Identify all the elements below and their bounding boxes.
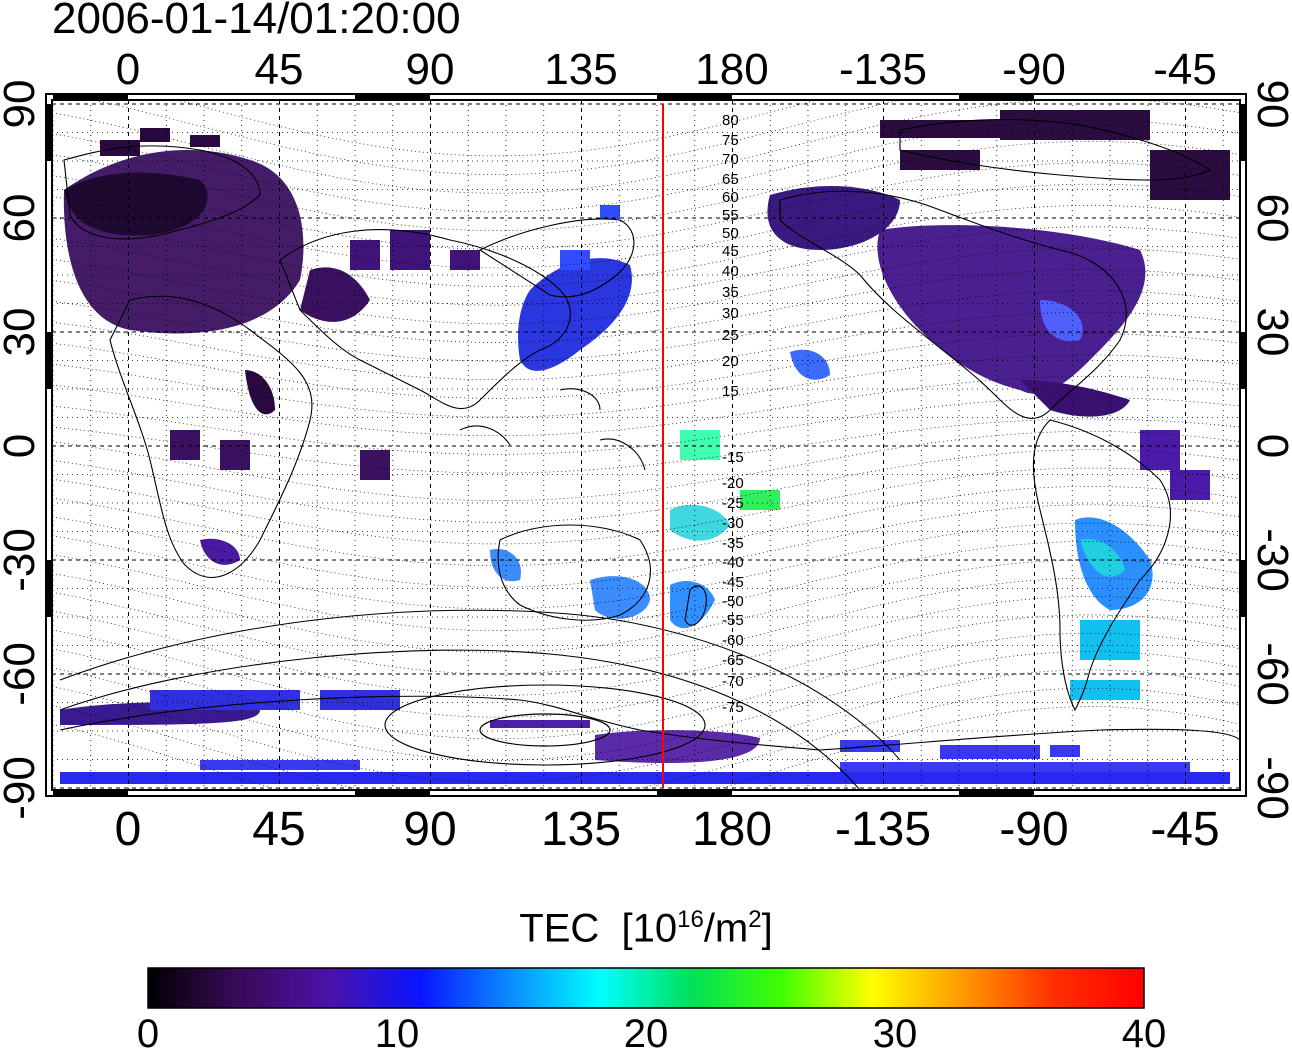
contour-label: 45 bbox=[722, 243, 739, 260]
graticule bbox=[52, 100, 1240, 790]
lon-bottom-label: -90 bbox=[999, 803, 1068, 856]
contour-label: 80 bbox=[722, 112, 739, 129]
colorbar-tick-label: 30 bbox=[872, 1012, 918, 1056]
contour-label: -60 bbox=[722, 632, 744, 649]
lon-bottom-label: 45 bbox=[252, 803, 305, 856]
colorbar-unit-suffix: ] bbox=[761, 906, 773, 951]
lat-left-label: -60 bbox=[0, 642, 44, 706]
lon-top-label: 180 bbox=[695, 45, 768, 94]
lon-top-label: 90 bbox=[406, 45, 455, 94]
lat-right-label: 0 bbox=[1248, 434, 1292, 458]
lon-top-label: -90 bbox=[1002, 45, 1066, 94]
coastlines bbox=[59, 119, 1240, 751]
lat-right-label: -90 bbox=[1248, 756, 1292, 820]
colorbar-quantity: TEC bbox=[519, 906, 600, 951]
contour-label: 50 bbox=[722, 225, 739, 242]
contour-label: 75 bbox=[722, 132, 739, 149]
contour-label: -20 bbox=[722, 475, 744, 492]
lon-bottom-label: 90 bbox=[403, 803, 456, 856]
contour-label: 20 bbox=[722, 353, 739, 370]
lon-top-label: -45 bbox=[1153, 45, 1217, 94]
lat-right-label: 90 bbox=[1248, 80, 1292, 129]
map-inner-border bbox=[51, 99, 1241, 791]
lat-left-label: 0 bbox=[0, 434, 44, 458]
contour-label: 35 bbox=[722, 284, 739, 301]
contour-label: -50 bbox=[722, 593, 744, 610]
colorbar-tick-label: 10 bbox=[374, 1012, 420, 1056]
lon-bottom-label: 135 bbox=[541, 803, 621, 856]
colorbar-tick-label: 0 bbox=[136, 1012, 160, 1056]
lat-right-label: -30 bbox=[1248, 528, 1292, 592]
lat-left-label: 90 bbox=[0, 80, 44, 129]
colorbar-unit-mid: /m bbox=[703, 906, 749, 951]
lat-left-label: -30 bbox=[0, 528, 44, 592]
contour-label: 15 bbox=[722, 383, 739, 400]
tec-data-cells bbox=[60, 110, 1230, 784]
lat-right-label: 60 bbox=[1248, 194, 1292, 243]
contour-label: -40 bbox=[722, 554, 744, 571]
contour-label: -55 bbox=[722, 612, 744, 629]
colorbar-title: TEC [1016/m2] bbox=[0, 906, 1292, 951]
contour-label: 25 bbox=[722, 327, 739, 344]
colorbar-unit-exp2: 2 bbox=[748, 906, 762, 933]
colorbar bbox=[147, 967, 1145, 1009]
lon-bottom-label: -135 bbox=[835, 803, 931, 856]
contour-label: 60 bbox=[722, 189, 739, 206]
contour-label: -25 bbox=[722, 495, 744, 512]
lon-bottom-label: 180 bbox=[692, 803, 772, 856]
contour-label: -65 bbox=[722, 652, 744, 669]
contour-label: 65 bbox=[722, 171, 739, 188]
contour-label: 30 bbox=[722, 305, 739, 322]
colorbar-tick-label: 20 bbox=[623, 1012, 669, 1056]
frame-tick-bars bbox=[46, 94, 1246, 796]
lon-bottom-label: -45 bbox=[1150, 803, 1219, 856]
lat-right-label: 30 bbox=[1248, 308, 1292, 357]
contour-lines bbox=[52, 100, 1240, 790]
colorbar-tick-label: 40 bbox=[1121, 1012, 1167, 1056]
lat-left-label: 60 bbox=[0, 194, 44, 243]
contour-label: -75 bbox=[722, 699, 744, 716]
lat-left-label: -90 bbox=[0, 756, 44, 820]
lon-bottom-label: 0 bbox=[115, 803, 142, 856]
lon-top-label: 45 bbox=[255, 45, 304, 94]
contour-label: -15 bbox=[722, 449, 744, 466]
contour-label: -35 bbox=[722, 535, 744, 552]
contour-label: 70 bbox=[722, 151, 739, 168]
axis-labels: 0 45 90 135 180 -135 -90 -450 45 90 135 180 -135 -90-… bbox=[0, 45, 1292, 856]
lat-right-label: -60 bbox=[1248, 642, 1292, 706]
timestamp: 2006-01-14/01:20:00 bbox=[52, 0, 461, 43]
contour-label: -45 bbox=[722, 574, 744, 591]
contour-label: 55 bbox=[722, 207, 739, 224]
lon-top-label: 135 bbox=[544, 45, 617, 94]
lat-left-label: 30 bbox=[0, 308, 44, 357]
contour-label: -70 bbox=[722, 673, 744, 690]
contour-label: 40 bbox=[722, 263, 739, 280]
contour-label: -30 bbox=[722, 515, 744, 532]
colorbar-unit-exp: 16 bbox=[677, 906, 704, 933]
lon-top-label: 0 bbox=[116, 45, 140, 94]
colorbar-unit-prefix: [10 bbox=[621, 906, 678, 951]
lon-top-label: -135 bbox=[839, 45, 927, 94]
